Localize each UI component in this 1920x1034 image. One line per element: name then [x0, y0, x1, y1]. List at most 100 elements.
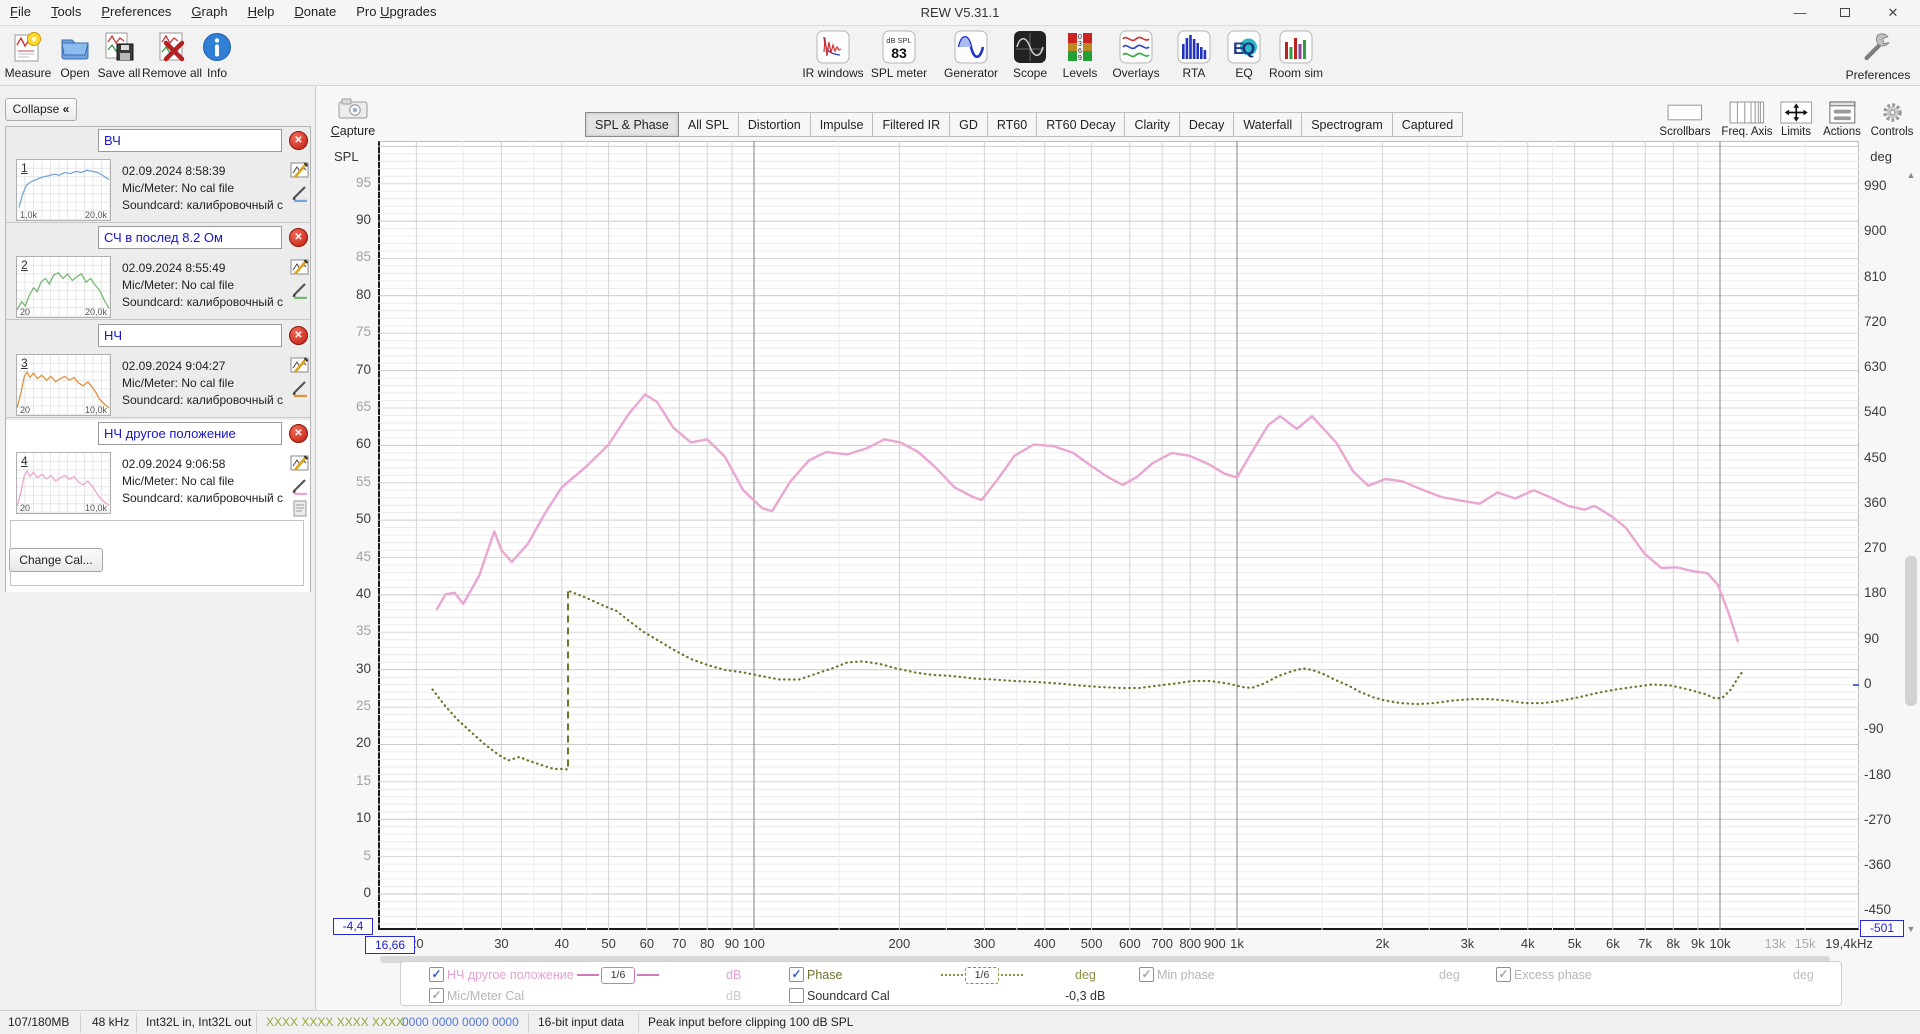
tab-decay[interactable]: Decay	[1179, 112, 1235, 137]
graph-button-label: Controls	[1870, 126, 1914, 138]
smoothing-control[interactable]: 1/6	[577, 966, 659, 984]
thumbnail-x-min: 20	[20, 503, 31, 513]
collapse-button[interactable]: Collapse «	[5, 98, 77, 121]
toolbar-button-preferences[interactable]: Preferences	[1838, 30, 1918, 82]
tab-impulse[interactable]: Impulse	[810, 112, 874, 137]
menu-help[interactable]: Help	[247, 4, 275, 19]
smoothing-value-box[interactable]: 1/6	[601, 966, 635, 984]
tab-all-spl[interactable]: All SPL	[678, 112, 739, 137]
toolbar-button-levels[interactable]: 0 3 6 9 Levels	[1048, 30, 1112, 80]
notes-icon[interactable]	[290, 500, 310, 518]
toolbar-button-ir-windows[interactable]: IR windows	[801, 30, 865, 80]
graph-button-freq-axis[interactable]: Freq. Axis	[1712, 101, 1782, 138]
svg-text:6: 6	[1078, 48, 1082, 55]
toolbar-button-room-sim[interactable]: Room sim	[1264, 30, 1328, 80]
tab-distortion[interactable]: Distortion	[738, 112, 811, 137]
legend-checkbox-checked[interactable]: ✓	[1496, 967, 1511, 982]
trace-actions-icon[interactable]	[290, 454, 310, 472]
maximize-button[interactable]	[1824, 0, 1866, 25]
menu-pro-upgrades[interactable]: Pro Upgrades	[356, 4, 437, 19]
graph-button-scrollbars[interactable]: Scrollbars	[1650, 101, 1720, 138]
measurement-name-input[interactable]	[98, 324, 282, 347]
left-axis-min-readout[interactable]: -4,4	[333, 918, 373, 935]
measurement-name-input[interactable]	[98, 422, 282, 445]
trace-pencil-icon[interactable]	[290, 281, 310, 299]
delete-measurement-button[interactable]: ✕	[289, 424, 308, 443]
graph-button-limits[interactable]: Limits	[1761, 101, 1831, 138]
toolbar-button-spl-meter[interactable]: dB SPL 83 SPL meter	[867, 30, 931, 80]
measurement-card-3[interactable]: ✕ 3 20 10,0k 02.09.2024 9:04:27 Mic/Meter: No…	[6, 322, 310, 418]
right-axis-min-readout[interactable]: -501	[1860, 920, 1904, 937]
change-cal-button[interactable]: Change Cal...	[9, 548, 103, 572]
window-title: REW V5.31.1	[920, 5, 1000, 20]
thumbnail-number: 2	[21, 258, 28, 272]
graph-area: Capture SPL & Phase All SPL Distortion Impu…	[317, 86, 1920, 1010]
graph-button-controls[interactable]: Controls	[1857, 101, 1920, 138]
menu-preferences[interactable]: Preferences	[101, 4, 172, 19]
tab-clarity[interactable]: Clarity	[1125, 112, 1180, 137]
horizontal-scrollbar[interactable]	[380, 956, 1830, 963]
delete-measurement-button[interactable]: ✕	[289, 326, 308, 345]
tab-gd[interactable]: GD	[950, 112, 988, 137]
trace-pencil-icon[interactable]	[290, 379, 310, 397]
trace-pencil-icon[interactable]	[290, 477, 310, 495]
smoothing-control[interactable]: 1/6	[941, 966, 1023, 984]
trace-pencil-icon[interactable]	[290, 184, 310, 202]
graph-button-actions[interactable]: Actions	[1807, 101, 1877, 138]
minimize-button[interactable]: —	[1793, 5, 1807, 20]
menu-tools[interactable]: Tools	[50, 4, 82, 19]
measurement-thumbnail[interactable]: 3 20 10,0k	[16, 354, 111, 416]
measurement-thumbnail[interactable]: 4 20 10,0k	[16, 452, 111, 514]
legend-checkbox-checked[interactable]: ✓	[789, 967, 804, 982]
measurement-name-input[interactable]	[98, 129, 282, 152]
legend-checkbox-checked[interactable]: ✓	[429, 967, 444, 982]
menu-file[interactable]: File	[10, 4, 31, 19]
x-axis-min-readout[interactable]: 16,66	[365, 936, 415, 954]
measurement-thumbnail[interactable]: 1 1,0k 20,0k	[16, 159, 111, 221]
left-axis-tick: 15	[355, 772, 371, 788]
plot-area[interactable]	[378, 141, 1859, 930]
capture-button[interactable]: Capture	[322, 98, 384, 138]
legend-checkbox-checked[interactable]: ✓	[429, 988, 444, 1003]
tab-filtered-ir[interactable]: Filtered IR	[873, 112, 951, 137]
measurement-mic-cal: Mic/Meter: No cal file	[122, 376, 235, 390]
toolbar-button-measure[interactable]: Measure	[0, 30, 60, 80]
toolbar-button-save-all[interactable]: Save all	[87, 30, 151, 80]
measurement-thumbnail[interactable]: 2 20 20,0k	[16, 256, 111, 318]
tab-spectrogram[interactable]: Spectrogram	[1302, 112, 1393, 137]
toolbar-button-open[interactable]: Open	[43, 30, 107, 80]
trace-actions-icon[interactable]	[290, 356, 310, 374]
vertical-scroll-up-icon[interactable]: ▲	[1906, 170, 1916, 180]
close-button[interactable]: ✕	[1887, 5, 1899, 20]
trace-actions-icon[interactable]	[290, 161, 310, 179]
trace-actions-icon[interactable]	[290, 258, 310, 276]
tab-spl-phase[interactable]: SPL & Phase	[585, 112, 679, 137]
vertical-scrollbar[interactable]	[1905, 556, 1917, 706]
legend-checkbox-checked[interactable]: ✓	[1139, 967, 1154, 982]
toolbar-button-remove-all[interactable]: Remove all	[140, 30, 204, 80]
left-axis-tick: 95	[355, 174, 371, 190]
smoothing-value-box[interactable]: 1/6	[965, 966, 999, 984]
toolbar-button-info[interactable]: Info	[185, 30, 249, 80]
tab-captured[interactable]: Captured	[1392, 112, 1464, 137]
measurement-card-2[interactable]: ✕ 2 20 20,0k 02.09.2024 8:55:49 Mic/Meter: No…	[6, 224, 310, 320]
delete-measurement-button[interactable]: ✕	[289, 228, 308, 247]
tab-rt60-decay[interactable]: RT60 Decay	[1037, 112, 1126, 137]
delete-measurement-button[interactable]: ✕	[289, 131, 308, 150]
measurement-card-1[interactable]: ✕ 1 1,0k 20,0k 02.09.2024 8:58:39 Mic/Meter: …	[6, 127, 310, 223]
legend-label: Min phase	[1157, 968, 1215, 982]
toolbar-button-rta[interactable]: RTA	[1162, 30, 1226, 80]
menu-graph[interactable]: Graph	[191, 4, 228, 19]
toolbar-button-eq[interactable]: E Q EQ	[1212, 30, 1276, 80]
vertical-scroll-down-icon[interactable]: ▼	[1906, 924, 1916, 934]
toolbar-button-scope[interactable]: Scope	[998, 30, 1062, 80]
toolbar-button-overlays[interactable]: Overlays	[1104, 30, 1168, 80]
tab-waterfall[interactable]: Waterfall	[1234, 112, 1303, 137]
open-icon	[58, 30, 92, 64]
tab-rt60[interactable]: RT60	[987, 112, 1038, 137]
legend-checkbox[interactable]	[789, 988, 804, 1003]
measurement-name-input[interactable]	[98, 226, 282, 249]
measurement-date: 02.09.2024 8:58:39	[122, 164, 226, 178]
menu-donate[interactable]: Donate	[294, 4, 337, 19]
toolbar-button-generator[interactable]: Generator	[939, 30, 1003, 80]
